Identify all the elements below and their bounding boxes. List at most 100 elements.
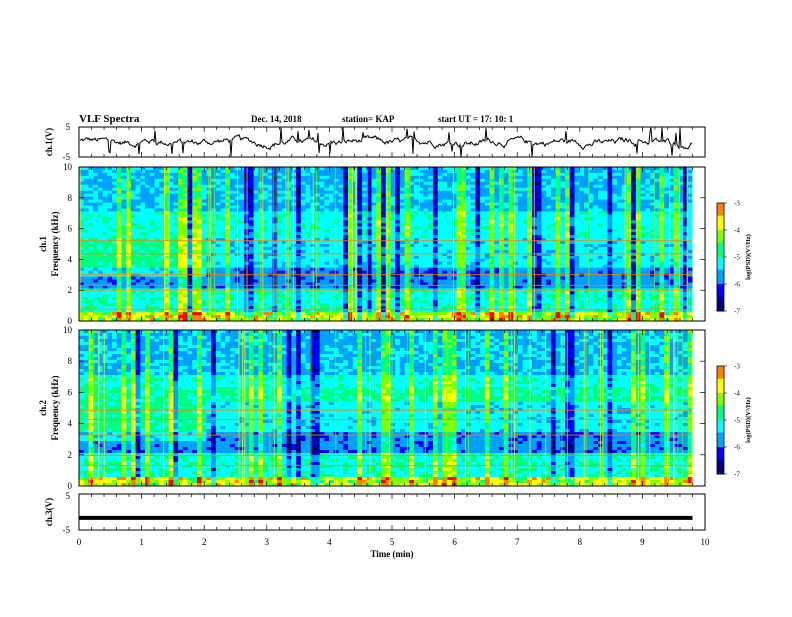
spec1-cell bbox=[390, 200, 395, 203]
spec1-cell bbox=[513, 303, 518, 306]
spec1-cell bbox=[390, 244, 395, 247]
spec1-cell bbox=[159, 203, 164, 206]
spec1-cell bbox=[112, 229, 117, 232]
spec1-cell bbox=[145, 226, 150, 229]
spec1-cell bbox=[136, 173, 141, 176]
spec1-cell bbox=[211, 185, 216, 188]
spec1-cell bbox=[395, 268, 400, 271]
spec1-cell bbox=[423, 250, 428, 253]
spec1-cell bbox=[433, 256, 438, 259]
spec1-cell bbox=[381, 220, 386, 223]
spec1-cell bbox=[490, 226, 495, 229]
spec1-cell bbox=[499, 244, 504, 247]
spec1-cell bbox=[112, 294, 117, 297]
spec1-cell bbox=[291, 241, 296, 244]
spec1-cell bbox=[414, 176, 419, 179]
spec1-cell bbox=[206, 280, 211, 283]
spec1-cell bbox=[395, 256, 400, 259]
spec1-cell bbox=[485, 208, 490, 211]
spec1-cell bbox=[339, 312, 344, 315]
spec1-cell bbox=[485, 220, 490, 223]
spec1-cell bbox=[88, 179, 93, 182]
spec1-cell bbox=[272, 173, 277, 176]
spec1-cell bbox=[442, 206, 447, 209]
spec1-cell bbox=[504, 244, 509, 247]
spec1-cell bbox=[221, 265, 226, 268]
spec1-cell bbox=[390, 303, 395, 306]
spec1-cell bbox=[93, 268, 98, 271]
spec1-cell bbox=[376, 211, 381, 214]
spec1-cell bbox=[225, 262, 230, 265]
spec1-cell bbox=[395, 226, 400, 229]
spec1-cell bbox=[107, 297, 112, 300]
spec1-cell bbox=[159, 223, 164, 226]
spec1-cell bbox=[306, 194, 311, 197]
spec1-cell bbox=[249, 206, 254, 209]
spec1-cell bbox=[329, 214, 334, 217]
spec1-cell bbox=[306, 280, 311, 283]
spec1-cell bbox=[103, 271, 108, 274]
spec1-cell bbox=[372, 280, 377, 283]
spec1-cell bbox=[84, 173, 89, 176]
spec1-cell bbox=[131, 232, 136, 235]
spec1-cell bbox=[131, 229, 136, 232]
spec1-cell bbox=[197, 300, 202, 303]
spec1-cell bbox=[504, 229, 509, 232]
spec1-cell bbox=[490, 182, 495, 185]
spec1-cell bbox=[494, 300, 499, 303]
spec1-cell bbox=[103, 315, 108, 318]
spec1-cell bbox=[339, 173, 344, 176]
spec1-cell bbox=[428, 167, 433, 170]
spec1-cell bbox=[150, 315, 155, 318]
station-label: station= KAP bbox=[342, 114, 395, 124]
spec1-cell bbox=[372, 229, 377, 232]
spec1-cell bbox=[452, 211, 457, 214]
spec1-cell bbox=[216, 197, 221, 200]
spec1-cell bbox=[475, 303, 480, 306]
spec1-cell bbox=[315, 188, 320, 191]
spec1-cell bbox=[452, 247, 457, 250]
spec1-cell bbox=[452, 226, 457, 229]
spec1-cell bbox=[466, 256, 471, 259]
spec1-cell bbox=[301, 247, 306, 250]
spec1-cell bbox=[211, 256, 216, 259]
spec1-cell bbox=[84, 232, 89, 235]
spec1-cell bbox=[433, 211, 438, 214]
spec1-cell bbox=[405, 256, 410, 259]
spec1-cell bbox=[433, 244, 438, 247]
spec1-cell bbox=[183, 182, 188, 185]
spec1-cell bbox=[376, 203, 381, 206]
spec1-cell bbox=[272, 220, 277, 223]
spec1-cell bbox=[221, 173, 226, 176]
spec1-cell bbox=[381, 300, 386, 303]
spec1-cell bbox=[457, 262, 462, 265]
spec1-cell bbox=[466, 188, 471, 191]
spec1-cell bbox=[188, 188, 193, 191]
spec1-cell bbox=[126, 208, 131, 211]
spec1-cell bbox=[272, 214, 277, 217]
spec1-cell bbox=[518, 300, 523, 303]
spec1-cell bbox=[438, 232, 443, 235]
spec1-cell bbox=[263, 220, 268, 223]
spec1-cell bbox=[494, 182, 499, 185]
spec1-cell bbox=[254, 223, 259, 226]
spec1-cell bbox=[225, 271, 230, 274]
spec1-cell bbox=[239, 241, 244, 244]
spec1-cell bbox=[296, 185, 301, 188]
spec1-cell bbox=[324, 312, 329, 315]
spec1-cell bbox=[216, 232, 221, 235]
spec1-cell bbox=[395, 312, 400, 315]
spec1-cell bbox=[452, 259, 457, 262]
spec1-cell bbox=[268, 297, 273, 300]
spec1-cell bbox=[230, 197, 235, 200]
spec1-cell bbox=[192, 241, 197, 244]
spec1-cell bbox=[466, 211, 471, 214]
spec1-cell bbox=[428, 315, 433, 318]
spec1-cell bbox=[155, 176, 160, 179]
spec1-cell bbox=[499, 182, 504, 185]
spec1-cell bbox=[395, 229, 400, 232]
spec1-cell bbox=[173, 194, 178, 197]
spec1-cell bbox=[84, 250, 89, 253]
spec1-cell bbox=[155, 312, 160, 315]
spec1-cell bbox=[159, 191, 164, 194]
